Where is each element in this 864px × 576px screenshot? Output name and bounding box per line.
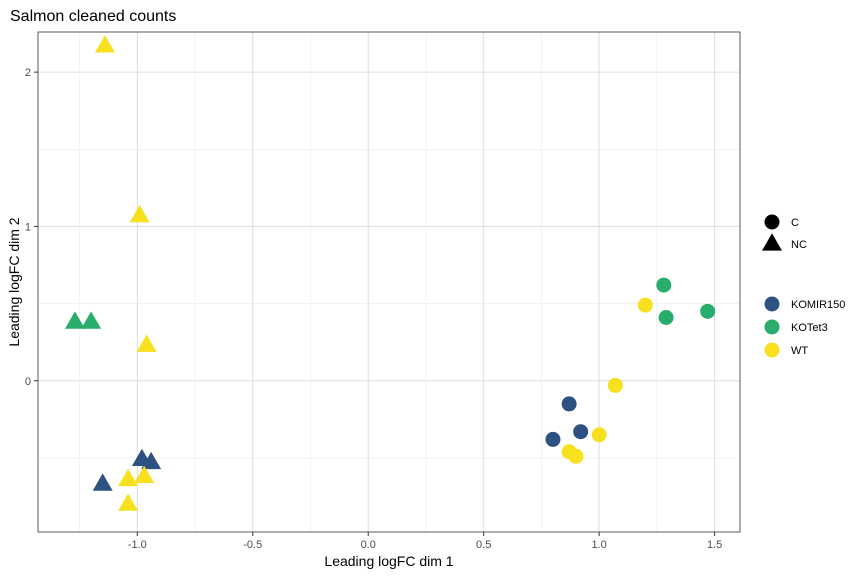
legend-key-triangle [762,233,782,251]
legend-key-circle [764,214,780,230]
y-axis-label: Leading logFC dim 2 [6,217,22,346]
data-point-triangle [141,451,162,470]
x-tick-label: 0.0 [361,539,376,551]
y-axis: 0 1 2 [25,67,38,388]
data-point-triangle [92,473,113,491]
legend-label: NC [791,239,807,251]
y-tick-label: 0 [25,376,31,388]
chart-title: Salmon cleaned counts [10,8,176,25]
legend-key-color [764,342,780,358]
panel-border [37,31,741,533]
data-points [64,35,716,511]
x-axis: -1.0 -0.5 0.0 0.5 1.0 1.5 [128,532,722,551]
data-point-triangle [81,311,102,329]
data-point-triangle [136,334,157,352]
data-point-circle [607,377,623,393]
data-point-triangle [118,493,139,511]
y-tick-label: 2 [25,67,31,79]
x-axis-label: Leading logFC dim 1 [324,553,453,569]
x-tick-label: 1.0 [591,539,606,551]
legend-label: WT [791,345,808,357]
data-point-circle [573,424,589,440]
x-tick-label: -1.0 [128,539,147,551]
legend-label: C [791,217,799,229]
plot-panel [37,31,741,533]
legend-key-color [764,319,780,335]
minor-gridlines [38,32,740,532]
data-point-circle [658,309,674,325]
legend-key-color [764,296,780,312]
data-point-circle [656,277,672,293]
data-point-circle [637,297,653,313]
data-point-triangle [129,204,150,223]
legend-label: KOTet3 [791,322,828,334]
x-tick-label: 0.5 [476,539,491,551]
shape-legend: C NC [762,214,807,251]
major-gridlines [38,32,740,532]
x-tick-label: 1.5 [707,539,722,551]
color-legend: KOMIR150 KOTet3 WT [764,296,845,358]
data-point-circle [591,427,607,443]
panel-background [38,32,740,532]
data-point-triangle [118,468,139,487]
data-point-triangle [64,311,85,329]
data-point-triangle [94,35,115,53]
data-point-circle [568,448,584,464]
legend-label: KOMIR150 [791,299,845,311]
y-tick-label: 1 [25,221,31,233]
data-point-triangle [134,465,155,484]
data-point-circle [545,431,561,447]
x-tick-label: -0.5 [243,539,262,551]
data-point-circle [561,396,577,412]
data-point-circle [700,303,716,319]
